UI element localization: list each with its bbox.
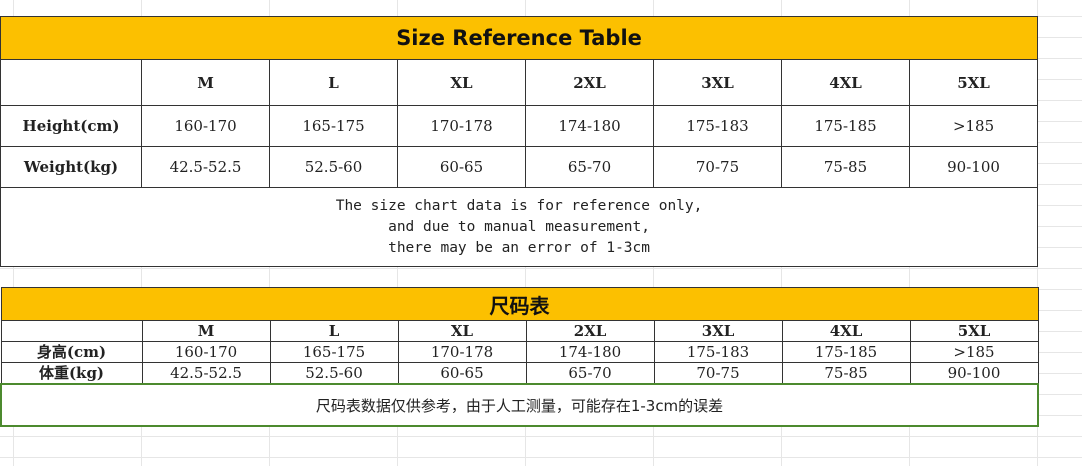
size-header: L xyxy=(269,320,399,342)
note-line: and due to manual measurement, xyxy=(388,218,650,235)
value-cell: 70-75 xyxy=(653,362,783,385)
size-reference-table-english: Size Reference Table M L XL 2XL 3XL 4XL 5XL Heig… xyxy=(0,16,1039,267)
value-cell: 165-175 xyxy=(269,341,399,363)
value-cell: 174-180 xyxy=(525,341,655,363)
value-cell: 42.5-52.5 xyxy=(141,362,271,385)
size-header: 4XL xyxy=(781,320,911,342)
value-cell: 75-85 xyxy=(781,362,911,385)
disclaimer-note: The size chart data is for reference onl… xyxy=(0,187,1039,267)
value-cell: 65-70 xyxy=(525,146,654,188)
row-label: 身高(cm) xyxy=(0,341,143,363)
table-row: 身高(cm) 160-170 165-175 170-178 174-180 175-18… xyxy=(0,341,1039,363)
size-header: L xyxy=(269,59,398,106)
size-header: 4XL xyxy=(781,59,910,106)
value-cell: 174-180 xyxy=(525,105,654,147)
value-cell: 70-75 xyxy=(653,146,782,188)
corner-cell xyxy=(0,59,142,106)
value-cell: 75-85 xyxy=(781,146,910,188)
disclaimer-note[interactable]: 尺码表数据仅供参考，由于人工测量，可能存在1-3cm的误差 xyxy=(0,383,1039,427)
size-header: 5XL xyxy=(909,320,1039,342)
value-cell: 160-170 xyxy=(141,341,271,363)
value-cell: >185 xyxy=(909,341,1039,363)
row-label: Height(cm) xyxy=(0,105,142,147)
value-cell: >185 xyxy=(908,105,1039,147)
table-title: Size Reference Table xyxy=(0,16,1039,60)
value-cell: 165-175 xyxy=(269,105,398,147)
row-label: 体重(kg) xyxy=(0,362,143,385)
size-header: 5XL xyxy=(908,59,1039,106)
size-header: 2XL xyxy=(525,59,654,106)
value-cell: 160-170 xyxy=(141,105,270,147)
note-line: there may be an error of 1-3cm xyxy=(388,239,650,256)
value-cell: 175-185 xyxy=(781,341,911,363)
value-cell: 170-178 xyxy=(397,341,527,363)
size-header: XL xyxy=(397,320,527,342)
value-cell: 60-65 xyxy=(397,146,526,188)
value-cell: 42.5-52.5 xyxy=(141,146,270,188)
size-header: M xyxy=(141,59,270,106)
value-cell: 65-70 xyxy=(525,362,655,385)
value-cell: 175-185 xyxy=(781,105,910,147)
size-header: 3XL xyxy=(653,320,783,342)
note-line: The size chart data is for reference onl… xyxy=(335,197,703,214)
table-row: Height(cm) 160-170 165-175 170-178 174-180 17… xyxy=(0,105,1039,147)
table-row: Weight(kg) 42.5-52.5 52.5-60 60-65 65-70 70-7… xyxy=(0,146,1039,188)
size-header: 2XL xyxy=(525,320,655,342)
value-cell: 175-183 xyxy=(653,341,783,363)
value-cell: 90-100 xyxy=(908,146,1039,188)
value-cell: 52.5-60 xyxy=(269,146,398,188)
size-header: 3XL xyxy=(653,59,782,106)
table-title: 尺码表 xyxy=(0,287,1039,321)
corner-cell xyxy=(0,320,143,342)
value-cell: 60-65 xyxy=(397,362,527,385)
value-cell: 52.5-60 xyxy=(269,362,399,385)
value-cell: 90-100 xyxy=(909,362,1039,385)
size-header: M xyxy=(141,320,271,342)
size-header: XL xyxy=(397,59,526,106)
row-label: Weight(kg) xyxy=(0,146,142,188)
value-cell: 175-183 xyxy=(653,105,782,147)
table-row: 体重(kg) 42.5-52.5 52.5-60 60-65 65-70 70-75 75-… xyxy=(0,362,1039,385)
size-reference-table-chinese: 尺码表 M L XL 2XL 3XL 4XL 5XL 身高(cm) 160-170 165-175 1… xyxy=(0,287,1039,427)
value-cell: 170-178 xyxy=(397,105,526,147)
